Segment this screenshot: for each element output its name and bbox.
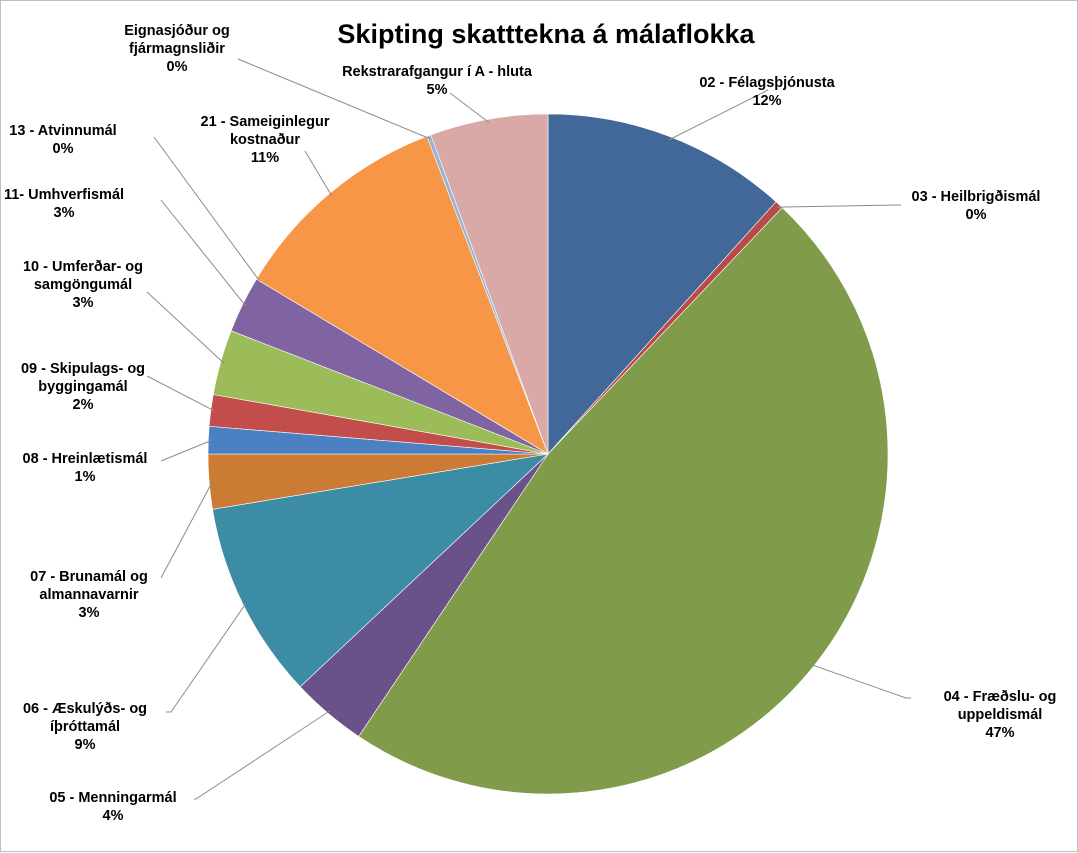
data-label-02-felags-jonusta: 02 - Félagsþjónusta 12% xyxy=(699,75,835,109)
data-label-09-skipulags-og-byggingamal: 09 - Skipulags- og byggingamál 2% xyxy=(21,361,145,413)
slice-rekstrarafgangur-i-a-hluta xyxy=(430,113,549,455)
data-label-13-atvinnumal: 13 - Atvinnumál 0% xyxy=(9,123,116,157)
leader-line-06-skuly-s-og-i-rottamal xyxy=(166,602,247,713)
data-label-eignasjo-ur-og-fjarmagnsli-ir: Eignasjóður og fjármagnsliðir 0% xyxy=(124,23,230,75)
data-labels: 02 - Félagsþjónusta 12% 03 - Heilbrigðismá… xyxy=(4,23,1056,824)
data-label-08-hreinl-tismal: 08 - Hreinlætismál 1% xyxy=(23,451,148,485)
leader-line-21-sameiginlegur-kostna-ur xyxy=(304,150,333,197)
slice-04-fr-slu-og-uppeldismal xyxy=(358,207,889,795)
data-label-10-umfer-ar-og-samgongumal: 10 - Umferðar- og samgöngumál 3% xyxy=(23,259,143,311)
leader-line-07-brunamal-og-almannavarnir xyxy=(160,481,213,579)
leader-line-eignasjo-ur-og-fjarmagnsli-ir xyxy=(237,58,431,140)
data-label-03-heilbrig-ismal: 03 - Heilbrigðismál 0% xyxy=(912,189,1041,223)
leader-line-03-heilbrig-ismal xyxy=(776,204,901,208)
slice-02-felags-jonusta xyxy=(547,113,777,455)
slice-21-sameiginlegur-kostna-ur xyxy=(256,135,549,455)
data-label-05-menningarmal: 05 - Menningarmál 4% xyxy=(49,790,176,824)
data-label-07-brunamal-og-almannavarnir: 07 - Brunamál og almannavarnir 3% xyxy=(30,569,148,621)
slice-06-skuly-s-og-i-rottamal xyxy=(212,453,549,688)
data-label-11-umhverfismal: 11- Umhverfismál 3% xyxy=(4,187,124,221)
chart-title: Skipting skatttekna á málaflokka xyxy=(337,19,755,49)
leader-line-05-menningarmal xyxy=(194,710,331,800)
leader-line-10-umfer-ar-og-samgongumal xyxy=(146,291,225,364)
leader-line-08-hreinl-tismal xyxy=(160,439,212,462)
leader-line-11-umhverfismal xyxy=(160,199,247,307)
data-label-rekstrarafgangur-i-a-hluta: Rekstrarafgangur í A - hluta 5% xyxy=(342,64,533,98)
leader-lines xyxy=(146,58,911,800)
leader-line-09-skipulags-og-byggingamal xyxy=(146,375,215,412)
leader-line-04-fr-slu-og-uppeldismal xyxy=(810,663,911,699)
pie-slices xyxy=(207,113,889,795)
leader-line-13-atvinnumal xyxy=(153,136,260,282)
data-label-21-sameiginlegur-kostna-ur: 21 - Sameiginlegur kostnaður 11% xyxy=(201,114,330,166)
leader-line-02-felags-jonusta xyxy=(668,89,769,141)
data-label-06-skuly-s-og-i-rottamal: 06 - Æskulýðs- og íþróttamál 9% xyxy=(23,701,147,753)
data-label-04-fr-slu-og-uppeldismal: 04 - Fræðslu- og uppeldismál 47% xyxy=(944,689,1057,741)
leader-line-rekstrarafgangur-i-a-hluta xyxy=(449,92,490,123)
